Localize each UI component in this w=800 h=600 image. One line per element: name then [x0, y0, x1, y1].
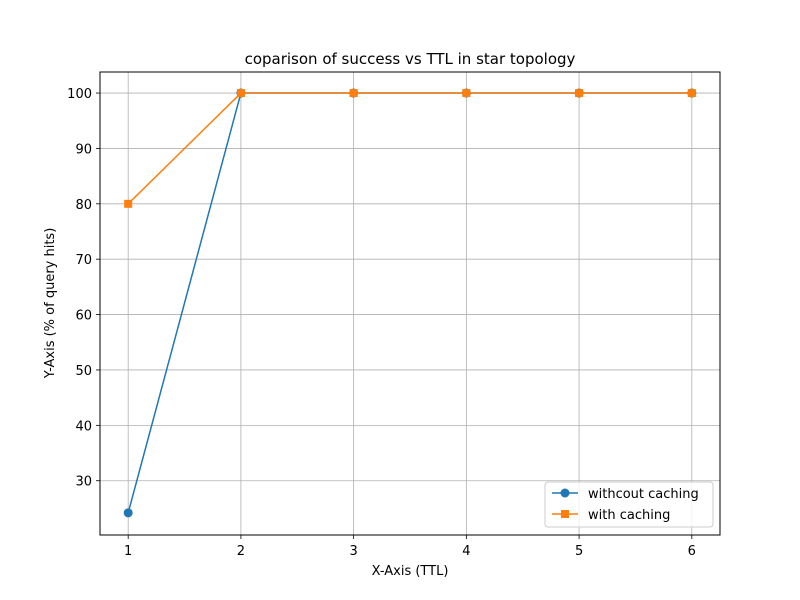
data-point-with-caching [124, 199, 133, 208]
x-tick-label: 4 [462, 544, 470, 559]
y-tick-label: 30 [75, 475, 92, 490]
y-tick-label: 60 [75, 309, 92, 324]
y-tick-label: 50 [75, 364, 92, 379]
y-tick-label: 40 [75, 419, 92, 434]
x-axis-label: X-Axis (TTL) [372, 564, 449, 579]
y-tick-label: 80 [75, 198, 92, 213]
y-tick-label: 100 [67, 87, 92, 102]
y-tick-label: 70 [75, 253, 92, 268]
y-tick-label: 90 [75, 142, 92, 157]
y-axis-label: Y-Axis (% of query hits) [43, 228, 58, 380]
legend-label-with-caching: with caching [588, 508, 670, 523]
legend-marker-withcout-caching [560, 488, 570, 498]
series-layer [123, 88, 697, 518]
x-tick-label: 5 [575, 544, 583, 559]
x-tick-label: 2 [237, 544, 245, 559]
data-point-with-caching [462, 89, 471, 98]
x-tick-label: 6 [688, 544, 696, 559]
legend-marker-with-caching [561, 510, 569, 518]
chart-title: coparison of success vs TTL in star topo… [245, 50, 576, 68]
x-tick-label: 1 [124, 544, 132, 559]
legend-label-withcout-caching: withcout caching [588, 487, 699, 502]
data-point-with-caching [236, 89, 245, 98]
legend-frame [544, 481, 714, 528]
legend: withcout caching with caching [544, 481, 714, 528]
data-point-with-caching [349, 89, 358, 98]
data-point-with-caching [575, 89, 584, 98]
ticks: 1 2 3 4 5 6 30 40 50 60 70 80 90 100 [67, 87, 696, 559]
plot-frame [99, 71, 721, 536]
x-tick-label: 3 [349, 544, 357, 559]
series-line-with-caching [127, 92, 692, 205]
data-point-with-caching [687, 89, 696, 98]
data-point-withcout-caching [123, 508, 133, 518]
